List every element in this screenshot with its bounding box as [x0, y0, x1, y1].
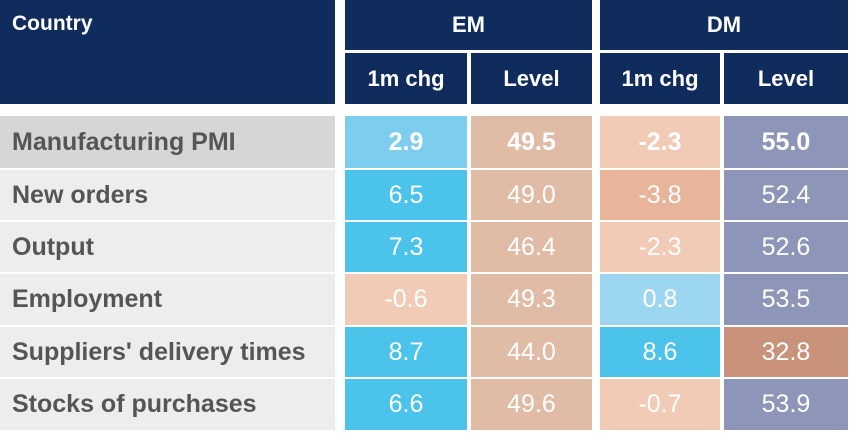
cell-value: 52.6: [724, 222, 848, 272]
row-label: Suppliers' delivery times: [0, 327, 335, 377]
cell-value: 49.5: [471, 116, 592, 168]
header-group: EM: [345, 0, 592, 50]
header-sub: Level: [724, 53, 848, 104]
cell-value: 2.9: [345, 116, 467, 168]
cell-value: -3.8: [600, 170, 720, 220]
cell-value: -2.3: [600, 116, 720, 168]
cell-value: 52.4: [724, 170, 848, 220]
cell-value: 0.8: [600, 274, 720, 325]
cell-value: 8.6: [600, 327, 720, 377]
header-sub: 1m chg: [600, 53, 720, 104]
cell-value: 44.0: [471, 327, 592, 377]
header-country: Country: [0, 0, 335, 104]
cell-value: 53.5: [724, 274, 848, 325]
cell-value: 7.3: [345, 222, 467, 272]
header-group: DM: [600, 0, 848, 50]
cell-value: 8.7: [345, 327, 467, 377]
row-label: Stocks of purchases: [0, 379, 335, 430]
header-sub: Level: [471, 53, 592, 104]
row-label: Manufacturing PMI: [0, 116, 335, 168]
cell-value: -2.3: [600, 222, 720, 272]
cell-value: 49.3: [471, 274, 592, 325]
cell-value: 55.0: [724, 116, 848, 168]
cell-value: -0.6: [345, 274, 467, 325]
cell-value: 6.5: [345, 170, 467, 220]
cell-value: 53.9: [724, 379, 848, 430]
cell-value: -0.7: [600, 379, 720, 430]
cell-value: 32.8: [724, 327, 848, 377]
cell-value: 6.6: [345, 379, 467, 430]
row-label: Employment: [0, 274, 335, 325]
row-label: Output: [0, 222, 335, 272]
cell-value: 49.6: [471, 379, 592, 430]
header-sub: 1m chg: [345, 53, 467, 104]
cell-value: 46.4: [471, 222, 592, 272]
cell-value: 49.0: [471, 170, 592, 220]
row-label: New orders: [0, 170, 335, 220]
